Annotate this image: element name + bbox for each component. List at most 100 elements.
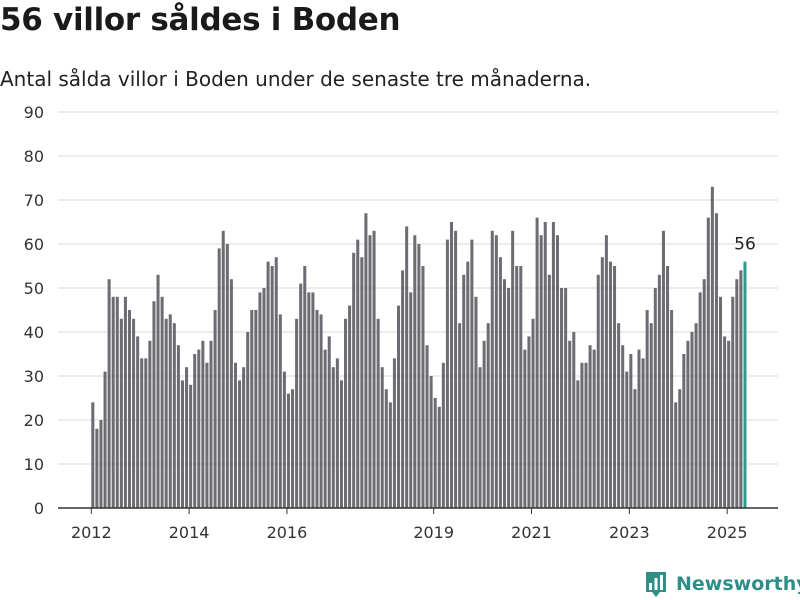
bar	[344, 318, 348, 508]
bar	[319, 314, 323, 508]
bar	[698, 292, 702, 508]
bar	[233, 362, 237, 508]
bar	[95, 428, 99, 508]
bar	[523, 349, 527, 508]
bar	[103, 371, 107, 508]
bar	[572, 332, 576, 508]
bar	[649, 323, 653, 508]
bar	[254, 310, 258, 508]
bar	[197, 349, 201, 508]
bar	[127, 310, 132, 508]
bar	[710, 186, 714, 509]
bar	[560, 288, 564, 508]
bar	[719, 296, 723, 508]
bar	[714, 213, 718, 508]
bar	[731, 296, 735, 508]
bar	[401, 270, 405, 508]
bar	[490, 230, 494, 509]
bar	[507, 288, 511, 508]
bar	[474, 296, 478, 508]
bar	[727, 340, 731, 508]
y-tick-label: 40	[24, 323, 44, 342]
bar	[494, 235, 498, 508]
highlight-value-label: 56	[734, 235, 756, 255]
bar	[323, 349, 327, 508]
y-tick-label: 60	[24, 235, 44, 254]
x-tick-label: 2012	[71, 523, 112, 542]
bar	[168, 314, 172, 508]
bar	[519, 266, 523, 508]
x-tick-label: 2019	[413, 523, 454, 542]
bar	[498, 257, 502, 508]
bar	[515, 266, 519, 508]
y-tick-label: 30	[24, 367, 44, 386]
bar	[445, 239, 449, 508]
bar	[242, 367, 246, 508]
bar	[458, 323, 462, 508]
bar	[482, 340, 486, 508]
bar	[380, 367, 384, 508]
bar	[119, 318, 123, 508]
bar	[262, 288, 266, 508]
bar	[368, 235, 372, 508]
chart-subtitle: Antal sålda villor i Boden under de sena…	[0, 67, 592, 91]
x-tick-label: 2025	[707, 523, 748, 542]
bar	[670, 310, 674, 508]
bar	[156, 274, 160, 508]
bar	[266, 261, 270, 508]
bar	[661, 230, 665, 509]
bar	[180, 380, 184, 508]
y-tick-label: 0	[34, 499, 44, 518]
bar	[160, 296, 164, 508]
bar	[91, 402, 95, 508]
bar	[136, 336, 140, 508]
bar	[246, 332, 250, 508]
bar	[360, 257, 364, 508]
bar	[405, 226, 409, 508]
bar	[596, 274, 600, 508]
bar	[217, 248, 221, 508]
bar	[466, 261, 470, 508]
bar	[502, 279, 507, 508]
bar	[229, 279, 233, 508]
bar-chart: 0 10 20 30 40 50 60 70 80 90 2012 2014 2016 2019 2021 2…	[24, 103, 778, 542]
bar	[339, 380, 343, 508]
bar	[176, 345, 180, 508]
bar	[282, 371, 286, 508]
bar	[449, 222, 454, 508]
bar	[315, 310, 319, 508]
bar	[144, 358, 148, 508]
bar	[132, 318, 136, 508]
bar	[295, 318, 299, 508]
bar	[674, 402, 678, 508]
bar	[409, 292, 413, 508]
bar	[311, 292, 315, 508]
bar	[258, 292, 262, 508]
bar	[702, 279, 706, 508]
x-tick-label: 2014	[169, 523, 210, 542]
bar	[250, 310, 254, 508]
brand-logo: Newsworthy	[644, 568, 800, 600]
bar	[454, 230, 458, 509]
bar	[576, 380, 580, 508]
y-tick-label: 10	[24, 455, 44, 474]
bar	[331, 367, 335, 508]
bar	[637, 349, 641, 508]
bar	[185, 367, 189, 508]
bar	[213, 310, 217, 508]
bar	[270, 266, 274, 508]
brand-name: Newsworthy	[676, 573, 800, 595]
bar	[666, 266, 670, 508]
bar	[621, 345, 625, 508]
bar	[286, 393, 290, 508]
bar	[140, 358, 144, 508]
bar	[123, 296, 127, 508]
bar	[617, 323, 621, 508]
bar	[706, 217, 710, 508]
y-tick-label: 50	[24, 279, 44, 298]
bar	[388, 402, 392, 508]
bar	[201, 340, 205, 508]
chart-title: 56 villor såldes i Boden	[0, 2, 401, 38]
bar	[568, 340, 572, 508]
bar	[564, 288, 568, 508]
